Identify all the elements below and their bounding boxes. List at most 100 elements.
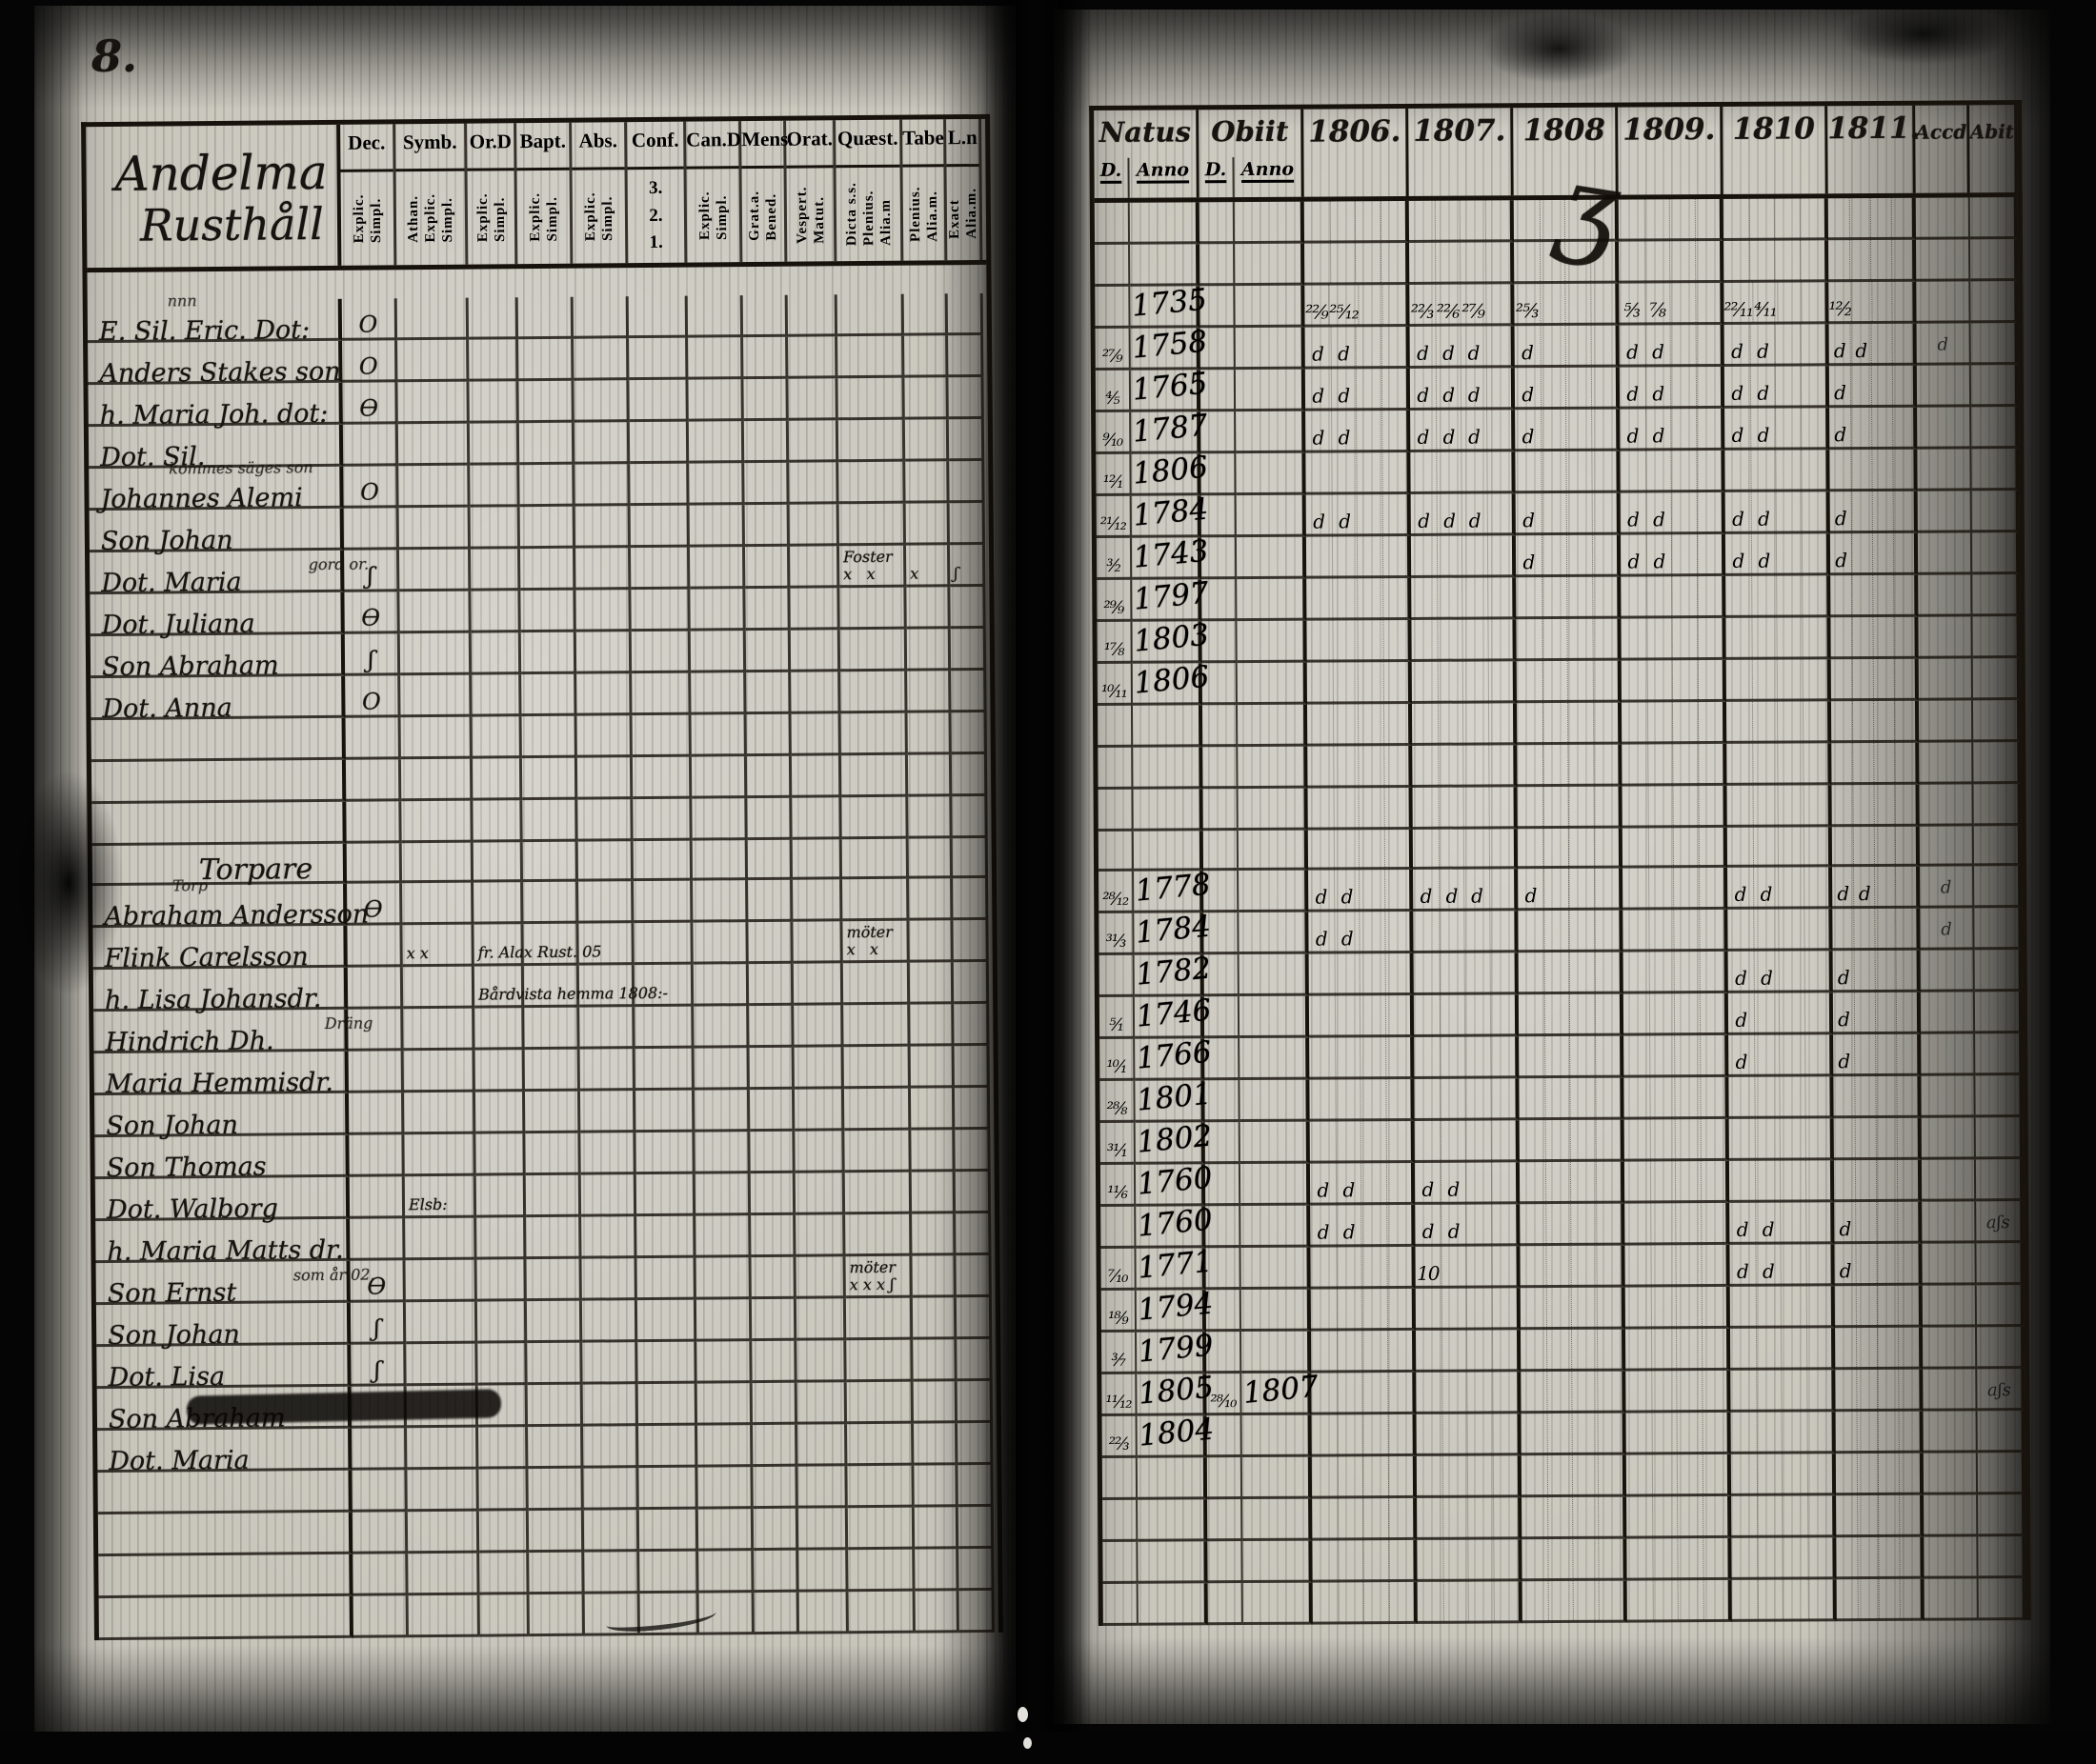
year-1806-cell: ²²⁄₉ ²⁵⁄₁₂ [1304, 284, 1410, 328]
year-1810-cell: d [1727, 992, 1834, 1035]
table-row: ²²⁄₃ 1804 [1101, 1411, 2025, 1458]
ord-mark-cell [478, 1427, 529, 1470]
person-name: Dot. Maria [109, 1445, 250, 1476]
natus-day-cell: ²⁹⁄₉ [1097, 579, 1133, 622]
table-row [98, 1590, 998, 1641]
year-1809-cell [1622, 743, 1727, 787]
year-1811-cell [1833, 1159, 1923, 1203]
year-1809-cell [1625, 1370, 1731, 1413]
year-1810-cell [1725, 575, 1831, 618]
dec-mark-cell: Ɵ [344, 591, 400, 634]
column-header-label: Mens. [741, 120, 794, 170]
quaest-mark-cell [845, 1213, 913, 1257]
dec-mark-cell: O [342, 340, 398, 383]
obiit-year-cell [1235, 243, 1305, 287]
mens-mark-cell [746, 713, 792, 757]
grid-cell [1622, 827, 1728, 869]
tabe-mark-cell [907, 754, 953, 797]
column-header: Quæst. Dicta s.s. Plenius. Alia.m [836, 119, 904, 262]
mens-mark-cell [750, 1173, 796, 1216]
natus-year [1133, 205, 1196, 210]
accd-cell [1922, 1285, 1977, 1328]
obiit-year-cell [1238, 788, 1308, 832]
year-1811-cell [1828, 239, 1917, 283]
obiit-day-cell [1199, 202, 1236, 245]
abit-cell [1972, 658, 2021, 701]
natus-day: ³⁄₇ [1111, 1350, 1125, 1371]
year-1809-cell [1618, 198, 1724, 242]
cand-mark-cell [696, 1341, 753, 1384]
year-subheader-blank [1408, 155, 1510, 196]
year-1806-cell [1308, 952, 1414, 996]
symb-mark-cell [399, 591, 472, 634]
ord-mark-cell [471, 632, 522, 675]
year-1809-cell [1626, 1495, 1732, 1539]
quaest-mark-cell [848, 1549, 916, 1593]
orat-mark-cell [788, 378, 838, 421]
natus-year: 1801 [1135, 1076, 1214, 1118]
column-header-label: Bapt. [516, 122, 570, 171]
ord-mark-cell [470, 507, 520, 550]
year-1808-cell [1516, 660, 1622, 704]
person-name: Dot. Maria [101, 567, 242, 599]
year-1809-cell [1623, 1118, 1729, 1162]
column-header: Tabe Plenius. Alia.m. [902, 119, 948, 261]
natus-year-cell [1132, 705, 1203, 748]
film-blotch [13, 770, 124, 996]
bapt-mark-cell [521, 715, 577, 759]
obiit-year [1240, 749, 1303, 754]
natus-year: 1743 [1132, 533, 1210, 575]
year-1808-cell [1522, 1580, 1627, 1624]
dec-mark-cell [346, 801, 402, 844]
year-1810-cell [1730, 1453, 1837, 1496]
year-1811-cell: d [1829, 491, 1918, 534]
right-page: Natus D. Anno Obiit D. Anno [1054, 10, 2050, 1724]
person-name: Hindrich Dh. [105, 1026, 274, 1058]
year-1809-cell: ⁵⁄₃ ⁷⁄₈ [1619, 282, 1724, 326]
grid-cell [747, 839, 794, 881]
column-header: Conf. 3. 2. 1. [627, 121, 688, 264]
conf-mark-cell [639, 1551, 699, 1594]
conf-mark-cell [637, 1341, 697, 1385]
year-1806-cell [1312, 1497, 1418, 1541]
ln-mark-cell [947, 292, 984, 336]
year-1806-cell [1311, 1372, 1417, 1415]
obiit-year-cell [1239, 1163, 1311, 1207]
dec-mark-cell: ʃ [351, 1344, 407, 1387]
natus-year: 1806 [1131, 450, 1210, 491]
year-1806-cell [1310, 1288, 1416, 1332]
natus-year: 1784 [1131, 491, 1210, 533]
abs-mark-cell [582, 1342, 638, 1385]
obiit-year-cell [1242, 1582, 1313, 1626]
year-1807-cell [1417, 1539, 1522, 1582]
obiit-year [1242, 1082, 1305, 1088]
estate-title: Andelma Rusthåll [86, 124, 342, 269]
estate-title-line2: Rusthåll [139, 197, 325, 251]
obiit-year [1245, 1501, 1308, 1507]
dec-mark-cell: Ɵ [342, 382, 398, 425]
mens-mark-cell [753, 1508, 799, 1552]
ord-mark-cell [474, 882, 524, 925]
obiit-year-cell [1239, 995, 1310, 1039]
abs-mark-cell [575, 631, 633, 674]
conf-mark-cell [637, 1383, 698, 1427]
name-cell: Son Abraham [90, 633, 346, 682]
table-row: ¹¹⁄₁₂ 1805 ²⁸⁄₁₀ 1807 aʃs [1101, 1369, 2025, 1416]
obiit-year-cell [1238, 746, 1308, 790]
person-name: Maria Hemmisdr. [105, 1067, 334, 1100]
bapt-mark-cell [520, 590, 576, 633]
orat-mark-cell [793, 921, 843, 964]
quaest-mark-cell [844, 1172, 913, 1215]
conf-mark-cell [630, 463, 690, 507]
year-1807-cell [1413, 911, 1519, 953]
symb-mark-cell [408, 1594, 480, 1638]
film-blotch [1839, 4, 2010, 65]
year-column-header: 1809. [1618, 106, 1723, 195]
quaest-mark-cell [845, 1297, 914, 1341]
ord-mark-cell: Bårdvista hemma 1808:- [474, 966, 668, 1009]
natus-day: ⁹⁄₁₀ [1102, 430, 1123, 451]
cand-mark-cell [697, 1509, 755, 1552]
